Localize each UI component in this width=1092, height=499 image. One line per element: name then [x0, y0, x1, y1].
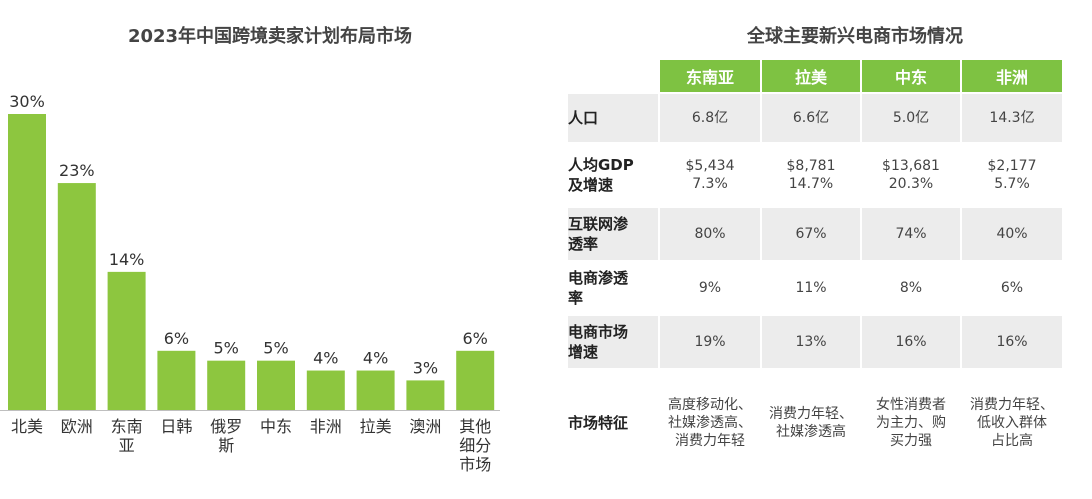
- bar: [207, 360, 246, 410]
- category-label: 欧洲: [61, 417, 93, 436]
- category-label: 其他: [459, 417, 491, 436]
- table-cell: $2,177 5.7%: [962, 144, 1062, 206]
- row-header: 人均GDP 及增速: [568, 144, 658, 206]
- table-cell: $13,681 20.3%: [862, 144, 960, 206]
- bar: [356, 370, 395, 410]
- table-cell: 74%: [862, 208, 960, 260]
- row-header: 电商渗透率: [568, 262, 658, 314]
- table-cell: 13%: [762, 316, 860, 368]
- table-row: 市场特征 高度移动化、 社媒渗透高、 消费力年轻 消费力年轻、 社媒渗透高 女性消费者 为主力…: [568, 370, 1062, 476]
- bar: [8, 114, 46, 410]
- column-header: 中东: [862, 60, 960, 92]
- table-cell: 8%: [862, 262, 960, 314]
- data-label: 6%: [164, 329, 189, 348]
- data-label: 14%: [109, 250, 145, 269]
- table-cell: 消费力年轻、 社媒渗透高: [762, 370, 860, 476]
- category-label: 非洲: [310, 417, 342, 436]
- table-cell: $5,434 7.3%: [660, 144, 760, 206]
- table-title: 全球主要新兴电商市场情况: [747, 26, 963, 47]
- category-label: 斯: [218, 436, 234, 455]
- category-label: 亚: [119, 436, 135, 455]
- table-row: 电商市场 增速 19% 13% 16% 16%: [568, 316, 1062, 368]
- table-body: 人口 6.8亿 6.6亿 5.0亿 14.3亿 人均GDP 及增速 $5,434 7.3% $8,…: [568, 94, 1062, 476]
- category-label: 澳洲: [409, 417, 441, 436]
- category-label: 日韩: [160, 417, 192, 436]
- category-label: 俄罗: [210, 417, 242, 436]
- table-cell: 40%: [962, 208, 1062, 260]
- table-cell: 6%: [962, 262, 1062, 314]
- table-row: 电商渗透率 9% 11% 8% 6%: [568, 262, 1062, 314]
- table-cell: 16%: [862, 316, 960, 368]
- table-cell: 9%: [660, 262, 760, 314]
- table-row: 互联网渗 透率 80% 67% 74% 40%: [568, 208, 1062, 260]
- data-label: 6%: [463, 329, 488, 348]
- table-cell: 11%: [762, 262, 860, 314]
- row-header: 互联网渗 透率: [568, 208, 658, 260]
- table-cell: $8,781 14.7%: [762, 144, 860, 206]
- category-label: 市场: [459, 455, 491, 474]
- data-label: 23%: [59, 161, 95, 180]
- column-header: 非洲: [962, 60, 1062, 92]
- bar: [406, 380, 445, 410]
- table-cell: 14.3亿: [962, 94, 1062, 142]
- bar: [456, 350, 495, 410]
- table-cell: 19%: [660, 316, 760, 368]
- category-label: 北美: [11, 417, 43, 436]
- data-label: 5%: [263, 339, 288, 358]
- table-row: 人均GDP 及增速 $5,434 7.3% $8,781 14.7% $13,681 20.3…: [568, 144, 1062, 206]
- row-header: 人口: [568, 94, 658, 142]
- table-cell: 67%: [762, 208, 860, 260]
- category-label: 东南: [111, 417, 143, 436]
- markets-table: 东南亚 拉美 中东 非洲 人口 6.8亿 6.6亿 5.0亿 14.3亿 人均GDP 及增速 $5,…: [566, 58, 1064, 478]
- table-cell: 16%: [962, 316, 1062, 368]
- table-row: 人口 6.8亿 6.6亿 5.0亿 14.3亿: [568, 94, 1062, 142]
- table-cell: 80%: [660, 208, 760, 260]
- data-label: 4%: [363, 349, 388, 368]
- table-cell: 消费力年轻、 低收入群体 占比高: [962, 370, 1062, 476]
- bar: [257, 360, 295, 410]
- bar: [107, 271, 146, 410]
- table-corner-cell: [568, 60, 658, 92]
- category-label: 细分: [459, 436, 491, 455]
- chart-title: 2023年中国跨境卖家计划布局市场: [127, 26, 413, 47]
- row-header: 市场特征: [568, 370, 658, 476]
- column-header: 东南亚: [660, 60, 760, 92]
- table-cell: 女性消费者 为主力、购 买力强: [862, 370, 960, 476]
- table-cell: 6.8亿: [660, 94, 760, 142]
- bar: [306, 370, 345, 410]
- bar: [57, 183, 96, 410]
- row-header: 电商市场 增速: [568, 316, 658, 368]
- category-label: 中东: [260, 417, 292, 436]
- data-label: 4%: [313, 349, 338, 368]
- data-label: 5%: [214, 339, 239, 358]
- bar: [157, 350, 196, 410]
- table-cell: 6.6亿: [762, 94, 860, 142]
- category-label: 拉美: [360, 417, 392, 436]
- column-header: 拉美: [762, 60, 860, 92]
- data-label: 30%: [9, 92, 45, 111]
- table-cell: 5.0亿: [862, 94, 960, 142]
- bar-chart: 30% 北美 23% 欧洲 14% 东南亚 6% 日韩 5% 俄罗斯 5% 中东 4% 非洲 4% 拉美 3% 澳…: [0, 92, 500, 474]
- data-label: 3%: [413, 358, 438, 377]
- table-header-row: 东南亚 拉美 中东 非洲: [568, 60, 1062, 92]
- table-cell: 高度移动化、 社媒渗透高、 消费力年轻: [660, 370, 760, 476]
